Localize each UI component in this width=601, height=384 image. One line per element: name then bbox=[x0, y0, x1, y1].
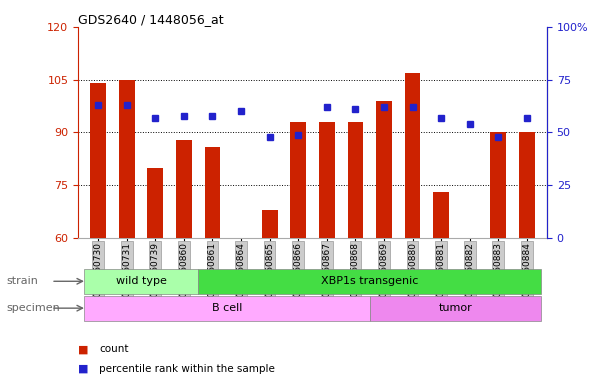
Text: percentile rank within the sample: percentile rank within the sample bbox=[99, 364, 275, 374]
Bar bbox=[119, 80, 135, 238]
Text: GDS2640 / 1448056_at: GDS2640 / 1448056_at bbox=[78, 13, 224, 26]
Bar bbox=[204, 147, 221, 238]
Bar bbox=[433, 192, 449, 238]
Text: tumor: tumor bbox=[439, 303, 472, 313]
Text: B cell: B cell bbox=[212, 303, 242, 313]
Bar bbox=[176, 139, 192, 238]
Bar bbox=[147, 168, 163, 238]
Bar bbox=[290, 122, 306, 238]
Bar bbox=[376, 101, 392, 238]
Bar bbox=[404, 73, 421, 238]
Text: ■: ■ bbox=[78, 364, 88, 374]
Text: strain: strain bbox=[6, 276, 38, 286]
Bar bbox=[262, 210, 278, 238]
Bar bbox=[490, 132, 506, 238]
Text: count: count bbox=[99, 344, 129, 354]
Bar bbox=[319, 122, 335, 238]
Text: XBP1s transgenic: XBP1s transgenic bbox=[321, 276, 418, 286]
Text: ■: ■ bbox=[78, 344, 88, 354]
Bar bbox=[90, 83, 106, 238]
Text: wild type: wild type bbox=[115, 276, 166, 286]
Text: specimen: specimen bbox=[6, 303, 59, 313]
Bar bbox=[519, 132, 535, 238]
Bar bbox=[347, 122, 363, 238]
